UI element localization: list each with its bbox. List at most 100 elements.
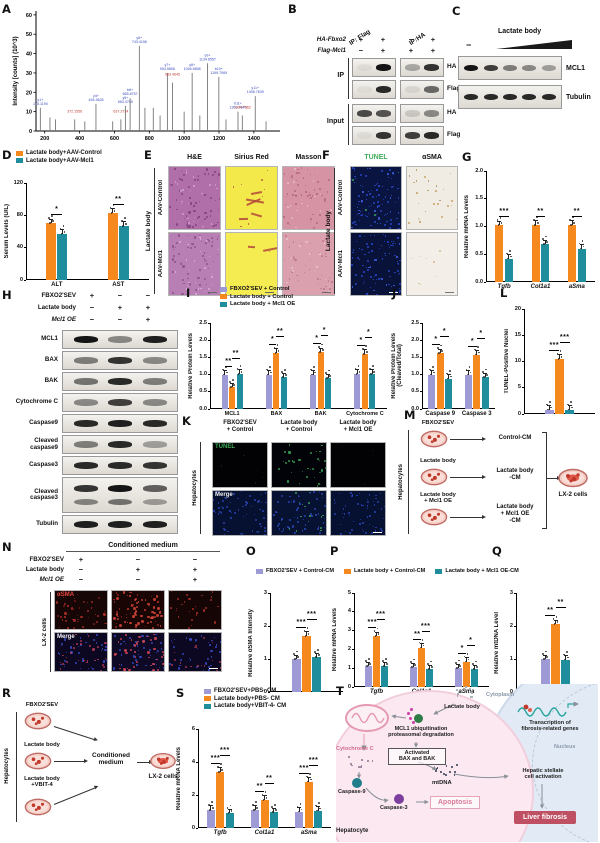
tile-dot	[362, 265, 364, 267]
tile-dot	[294, 259, 297, 262]
blot-band	[376, 132, 391, 139]
data-dot	[124, 217, 126, 220]
tile-dot	[170, 184, 173, 187]
tile-dot	[211, 241, 214, 243]
tile-dot	[191, 618, 194, 621]
tile-dot	[314, 195, 316, 198]
tile-dot	[240, 225, 243, 228]
tile-dot	[307, 521, 309, 523]
sig-stars: **	[115, 195, 122, 203]
x-tick-label: 800	[145, 136, 154, 142]
tile-dot	[66, 627, 70, 629]
data-dot	[270, 371, 272, 374]
tile-dot	[381, 529, 384, 532]
legend-label: Lactate body + Control	[230, 293, 293, 300]
data-dot	[542, 653, 544, 655]
tile-dot	[105, 658, 107, 661]
tile-dot	[73, 626, 75, 629]
data-dot	[474, 353, 477, 356]
tile-dot	[218, 173, 220, 176]
tile-dot	[287, 206, 290, 208]
tile-dot	[85, 661, 88, 664]
blot-band	[73, 378, 98, 385]
tile-dot	[311, 515, 313, 517]
tile-dot	[247, 223, 250, 225]
y-tick-label: 20	[26, 90, 32, 96]
tile-dot	[354, 273, 357, 276]
tile-dot	[205, 607, 207, 609]
tile-dot	[259, 508, 261, 511]
data-dot	[472, 663, 474, 665]
data-dot	[366, 665, 368, 667]
data-dot	[112, 204, 115, 207]
blot-box	[458, 56, 562, 80]
x-tick-label: 600	[110, 136, 119, 142]
tile-dot	[273, 514, 275, 516]
data-dot	[358, 370, 361, 373]
condition-label: Lactate body	[37, 304, 76, 311]
tile-dot	[308, 252, 311, 255]
tile-dot	[221, 505, 223, 507]
data-dot	[476, 346, 479, 348]
data-dot	[411, 666, 413, 668]
tile-dot	[384, 235, 387, 237]
tile-dot	[359, 235, 361, 237]
tile-dot	[161, 615, 164, 618]
tile-dot	[136, 624, 138, 627]
tile-dot	[80, 668, 82, 670]
condition-mark: −	[145, 291, 151, 300]
tile-dot	[155, 652, 157, 654]
tile-dot	[355, 223, 358, 226]
y-tick-label: 2.0	[199, 336, 207, 343]
data-dot	[284, 374, 287, 377]
data-dot	[314, 371, 317, 374]
panel-t: T Cytoplasm Nucleus Lactate body MCL1 ubiqu…	[336, 684, 598, 842]
tile-dot	[101, 647, 104, 650]
error-bar	[581, 244, 583, 249]
tile-dot	[297, 279, 300, 282]
tile-dot	[162, 662, 164, 666]
tile-dot	[217, 236, 219, 238]
tile-dot	[261, 502, 263, 504]
sig-stars: ***	[420, 622, 431, 630]
arrow	[53, 787, 95, 805]
tile-dot	[138, 635, 141, 638]
vbit-diagram: FBXO2'SEV Lactate body Lactate body +VBIT-…	[2, 686, 177, 841]
tile-dot	[368, 251, 370, 254]
sig-line	[376, 619, 385, 621]
tile-dot	[185, 293, 187, 295]
tile-dot	[324, 255, 327, 258]
tile-dot	[294, 194, 297, 197]
caspase3-icon	[394, 794, 404, 804]
tile-dot	[290, 267, 293, 269]
tile-dot	[362, 270, 365, 273]
tile-dot	[158, 611, 162, 614]
section-ip-label: IP	[337, 72, 344, 79]
data-dot	[211, 806, 214, 809]
tile-dot	[100, 643, 104, 646]
col-header-masson: Masson	[295, 154, 322, 161]
tile-dot	[73, 597, 76, 600]
tile-dot	[358, 195, 360, 197]
tile-dot	[178, 190, 180, 192]
tile-dot	[298, 495, 300, 497]
tile-dot	[200, 635, 203, 637]
tile-dot	[374, 282, 377, 284]
data-dot	[306, 627, 309, 630]
tile-dot	[308, 192, 311, 194]
tile-dot	[329, 286, 331, 288]
cm-diagram: FBXO2'SEV Control-CM Lactate body Lactate b…	[396, 408, 598, 540]
bar	[265, 374, 272, 409]
tile-dot	[321, 255, 323, 257]
data-dot	[571, 406, 573, 409]
blot-box	[62, 435, 178, 454]
tile-dot	[412, 257, 414, 260]
dot	[440, 770, 442, 773]
sig-stars: **	[256, 782, 264, 790]
tile-dot	[290, 217, 293, 220]
error-bar	[571, 220, 573, 225]
y-tick-label: 1.0	[411, 371, 419, 378]
tile-dot	[194, 260, 196, 262]
sig-stars: *	[460, 644, 464, 652]
blot-row-label: Tubulin	[36, 520, 58, 528]
